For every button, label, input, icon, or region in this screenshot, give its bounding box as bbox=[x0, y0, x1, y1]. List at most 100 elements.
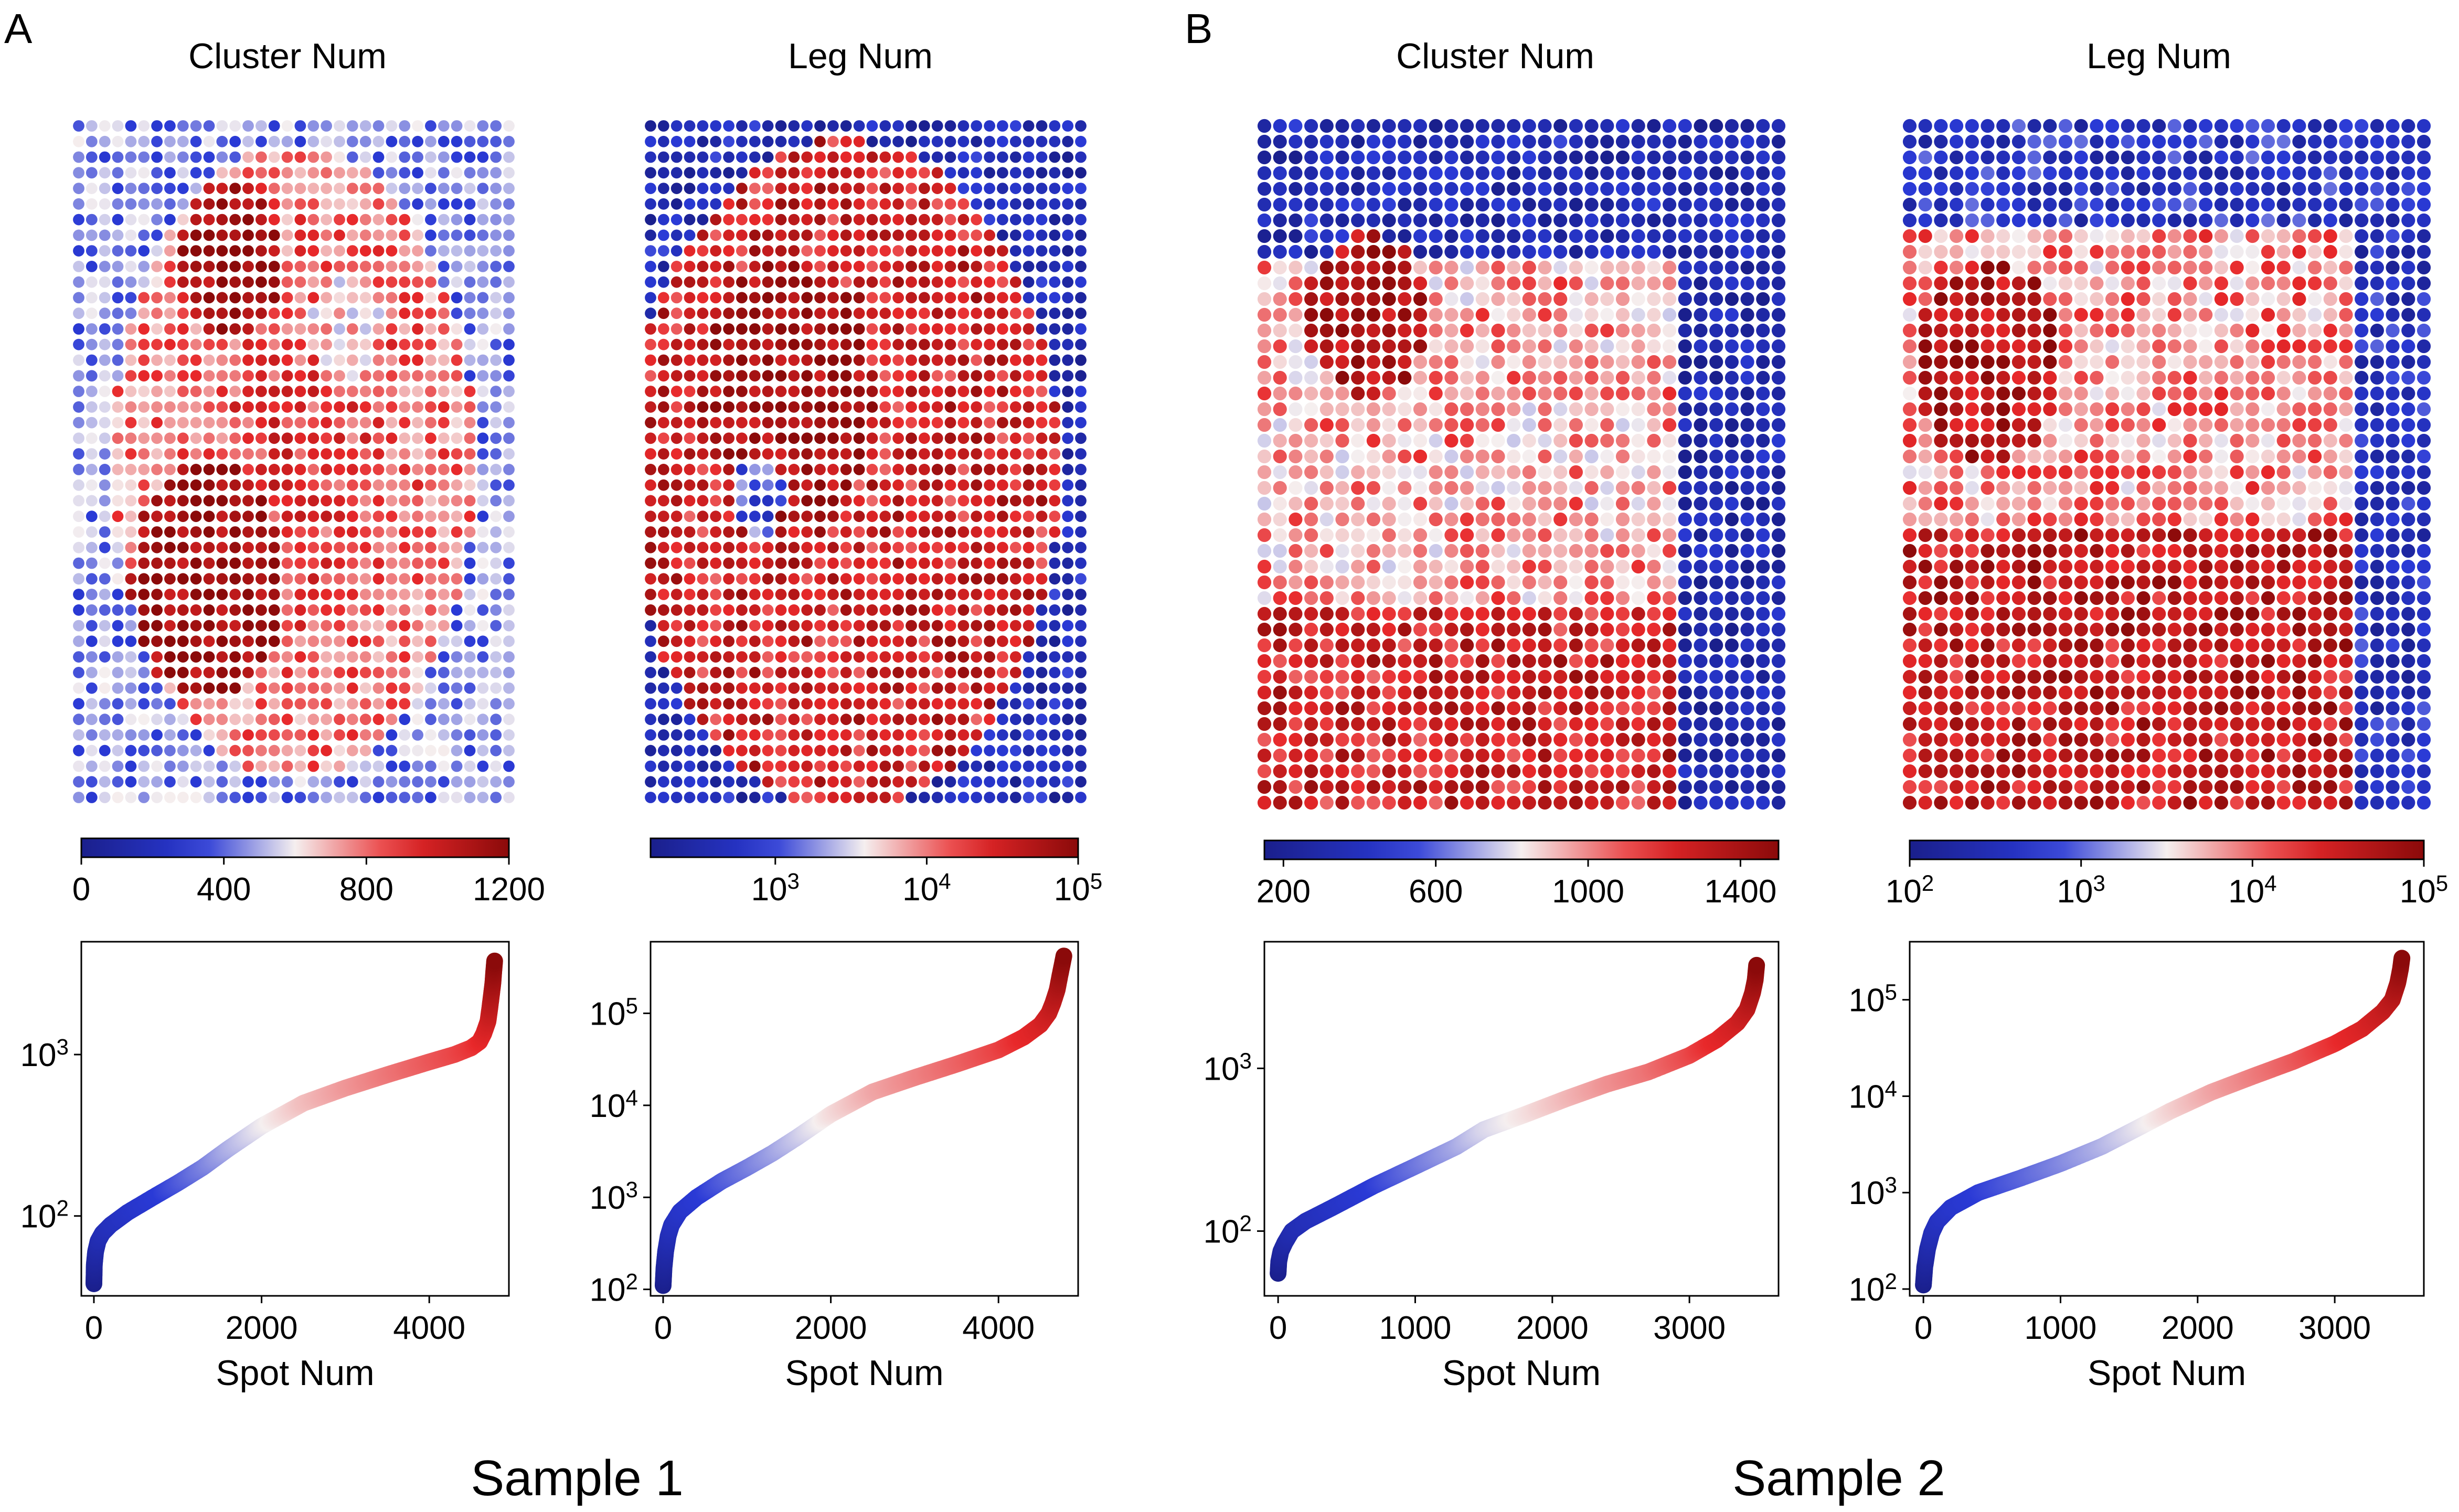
heatmap-spot bbox=[1413, 276, 1428, 291]
heatmap-spot bbox=[112, 432, 124, 444]
heatmap-spot bbox=[1444, 638, 1459, 653]
heatmap-spot bbox=[814, 292, 826, 304]
heatmap-spot bbox=[1740, 764, 1754, 779]
heatmap-spot bbox=[931, 682, 943, 694]
heatmap-spot bbox=[86, 338, 98, 350]
heatmap-spot bbox=[1756, 418, 1770, 432]
heatmap-spot bbox=[997, 261, 1008, 272]
heatmap-spot bbox=[1584, 244, 1599, 259]
heatmap-spot bbox=[2058, 544, 2073, 558]
heatmap-spot bbox=[827, 338, 839, 350]
heatmap-spot bbox=[971, 120, 983, 132]
heatmap-spot bbox=[1382, 197, 1396, 212]
heatmap-spot bbox=[334, 479, 345, 491]
heatmap-spot bbox=[1663, 197, 1677, 212]
heatmap-spot bbox=[112, 183, 124, 194]
heatmap-spot bbox=[372, 167, 385, 179]
heatmap-spot bbox=[1981, 591, 1995, 605]
heatmap-spot bbox=[1756, 402, 1770, 417]
heatmap-spot bbox=[1444, 292, 1459, 306]
heatmap-spot bbox=[931, 261, 943, 272]
heatmap-spot bbox=[1304, 764, 1318, 779]
colorbar-tick-label: 105 bbox=[1054, 869, 1102, 908]
heatmap-spot bbox=[503, 776, 515, 788]
heatmap-spot bbox=[1663, 512, 1677, 527]
heatmap-spot bbox=[1771, 134, 1786, 149]
heatmap-spot bbox=[814, 760, 826, 772]
heatmap-spot bbox=[1036, 541, 1048, 553]
heatmap-spot bbox=[645, 448, 656, 460]
heatmap-spot bbox=[1615, 213, 1630, 228]
heatmap-spot bbox=[372, 417, 385, 429]
heatmap-spot bbox=[490, 432, 502, 444]
heatmap-spot bbox=[1647, 748, 1661, 763]
heatmap-spot bbox=[2043, 559, 2057, 574]
heatmap-spot bbox=[1304, 591, 1318, 605]
heatmap-spot bbox=[1538, 339, 1552, 354]
heatmap-spot bbox=[177, 510, 189, 523]
heatmap-spot bbox=[334, 729, 345, 741]
heatmap-spot bbox=[879, 620, 891, 632]
heatmap-spot bbox=[1398, 685, 1412, 700]
heatmap-spot bbox=[425, 651, 437, 663]
heatmap-spot bbox=[86, 151, 98, 163]
heatmap-spot bbox=[164, 183, 176, 194]
heatmap-spot bbox=[1538, 433, 1552, 448]
heatmap-spot bbox=[1600, 732, 1614, 747]
heatmap-spot bbox=[1075, 214, 1087, 226]
heatmap-spot bbox=[749, 589, 761, 600]
heatmap-spot bbox=[2011, 386, 2026, 401]
heatmap-spot bbox=[1663, 244, 1677, 259]
heatmap-spot bbox=[1009, 744, 1021, 757]
heatmap-spot bbox=[645, 135, 656, 147]
heatmap-spot bbox=[1965, 229, 1979, 243]
heatmap-spot bbox=[1934, 323, 1948, 338]
heatmap-spot bbox=[1273, 528, 1287, 542]
heatmap-spot bbox=[710, 323, 722, 335]
heatmap-spot bbox=[73, 292, 84, 304]
heatmap-spot bbox=[736, 448, 748, 460]
heatmap-spot bbox=[931, 183, 943, 194]
heatmap-spot bbox=[1756, 528, 1770, 542]
heatmap-spot bbox=[1413, 119, 1428, 133]
heatmap-spot bbox=[1981, 260, 1995, 275]
heatmap-spot bbox=[425, 245, 437, 257]
heatmap-spot bbox=[670, 682, 683, 694]
heatmap-spot bbox=[853, 495, 865, 507]
heatmap-spot bbox=[1444, 182, 1459, 196]
heatmap-spot bbox=[1965, 638, 1979, 653]
heatmap-spot bbox=[138, 651, 150, 663]
heatmap-spot bbox=[827, 776, 839, 788]
heatmap-spot bbox=[1615, 197, 1630, 212]
heatmap-spot bbox=[346, 401, 358, 413]
heatmap-spot bbox=[984, 401, 995, 413]
heatmap-spot bbox=[99, 792, 111, 803]
heatmap-spot bbox=[1569, 402, 1583, 417]
heatmap-spot bbox=[268, 307, 280, 320]
heatmap-spot bbox=[151, 479, 163, 491]
heatmap-spot bbox=[1996, 591, 2010, 605]
heatmap-spot bbox=[281, 651, 293, 663]
heatmap-spot bbox=[399, 338, 411, 350]
heatmap-spot bbox=[164, 386, 176, 397]
heatmap-spot bbox=[229, 604, 241, 616]
heatmap-spot bbox=[1382, 134, 1396, 149]
heatmap-spot bbox=[190, 464, 202, 475]
heatmap-spot bbox=[1694, 606, 1708, 621]
heatmap-spot bbox=[1382, 622, 1396, 637]
heatmap-spot bbox=[1444, 748, 1459, 763]
heatmap-spot bbox=[294, 183, 306, 194]
heatmap-spot bbox=[1740, 119, 1754, 133]
heatmap-spot bbox=[1366, 449, 1380, 464]
heatmap-spot bbox=[944, 744, 956, 757]
heatmap-spot bbox=[1569, 528, 1583, 542]
heatmap-spot bbox=[99, 261, 111, 272]
heatmap-spot bbox=[177, 744, 189, 757]
heatmap-spot bbox=[464, 370, 476, 382]
heatmap-spot bbox=[1725, 433, 1739, 448]
heatmap-spot bbox=[1009, 323, 1021, 335]
heatmap-spot bbox=[814, 338, 826, 350]
heatmap-spot bbox=[840, 214, 852, 226]
heatmap-spot bbox=[229, 448, 241, 460]
heatmap-spot bbox=[334, 620, 345, 632]
